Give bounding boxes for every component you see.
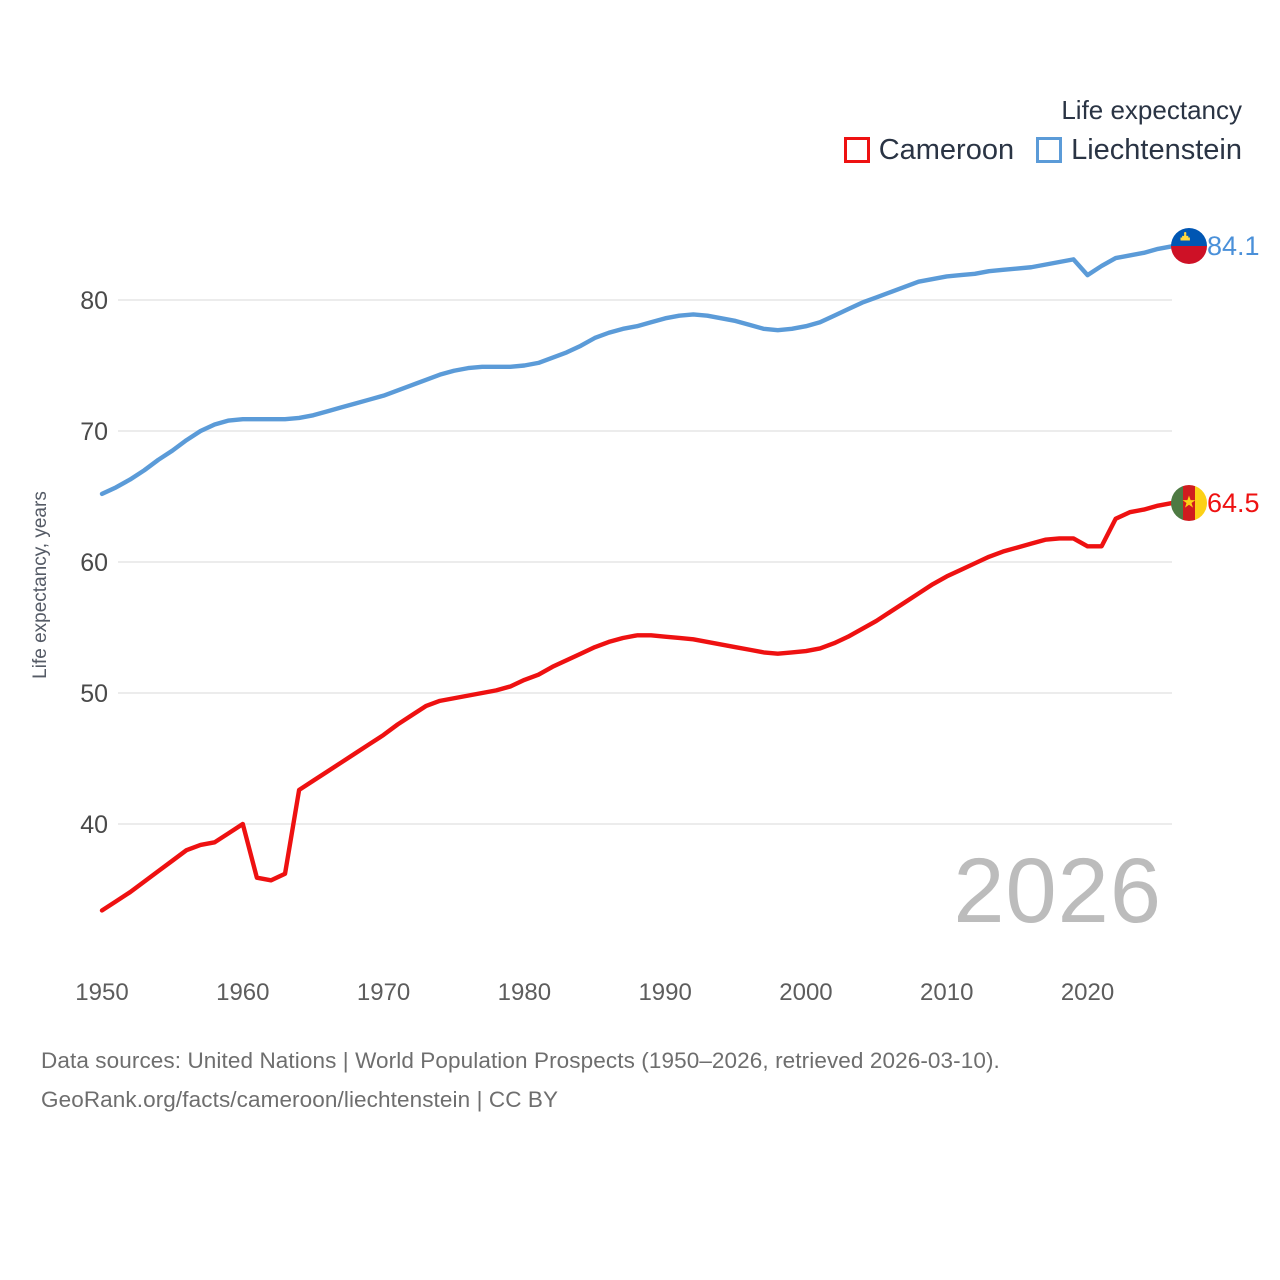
legend-entry-cameroon[interactable]: Cameroon [843, 133, 1015, 166]
y-axis-title: Life expectancy, years [30, 491, 51, 679]
legend-label-liechtenstein: Liechtenstein [1071, 133, 1242, 166]
y-tick-label: 80 [80, 287, 108, 315]
y-tick-label: 70 [80, 418, 108, 446]
year-watermark: 2026 [953, 840, 1162, 942]
series-lines [99, 244, 1175, 913]
series-line-cameroon [99, 500, 1175, 913]
x-tick-label: 2010 [920, 979, 973, 1006]
legend-entries: Cameroon Liechtenstein [843, 133, 1242, 166]
liechtenstein-flag-icon [1171, 228, 1207, 265]
x-tick-label: 1980 [498, 979, 551, 1006]
footer-line-1: Data sources: United Nations | World Pop… [41, 1048, 1000, 1073]
x-tick-label: 2020 [1061, 979, 1114, 1006]
gridlines [118, 299, 1172, 825]
legend-swatch-liechtenstein [1036, 137, 1063, 164]
footer-sources: Data sources: United Nations | World Pop… [41, 1042, 1000, 1119]
end-label-cameroon: 64.5 [1207, 488, 1260, 519]
chart-legend: Life expectancy Cameroon Liechtenstein [843, 95, 1242, 166]
footer-line-2[interactable]: GeoRank.org/facts/cameroon/liechtenstein… [41, 1086, 559, 1112]
legend-title: Life expectancy [1061, 95, 1242, 125]
x-tick-label: 1990 [638, 979, 691, 1006]
x-tick-label: 1950 [75, 979, 128, 1006]
x-axis-tick-labels: 1950 1960 1970 1980 1990 2000 2010 2020 [75, 979, 1114, 1006]
legend-label-cameroon: Cameroon [878, 133, 1015, 166]
end-label-liechtenstein: 84.1 [1207, 231, 1260, 262]
x-tick-label: 1960 [216, 979, 269, 1006]
legend-entry-liechtenstein[interactable]: Liechtenstein [1036, 133, 1242, 166]
y-tick-label: 40 [80, 811, 108, 839]
legend-swatch-cameroon [843, 137, 870, 164]
cameroon-flag-icon [1171, 485, 1207, 522]
y-tick-label: 50 [80, 680, 108, 708]
y-tick-label: 60 [80, 549, 108, 577]
x-tick-label: 1970 [357, 979, 410, 1006]
y-axis-tick-labels: 40 50 60 70 80 [80, 287, 108, 839]
series-line-liechtenstein [99, 244, 1175, 497]
x-tick-label: 2000 [779, 979, 832, 1006]
